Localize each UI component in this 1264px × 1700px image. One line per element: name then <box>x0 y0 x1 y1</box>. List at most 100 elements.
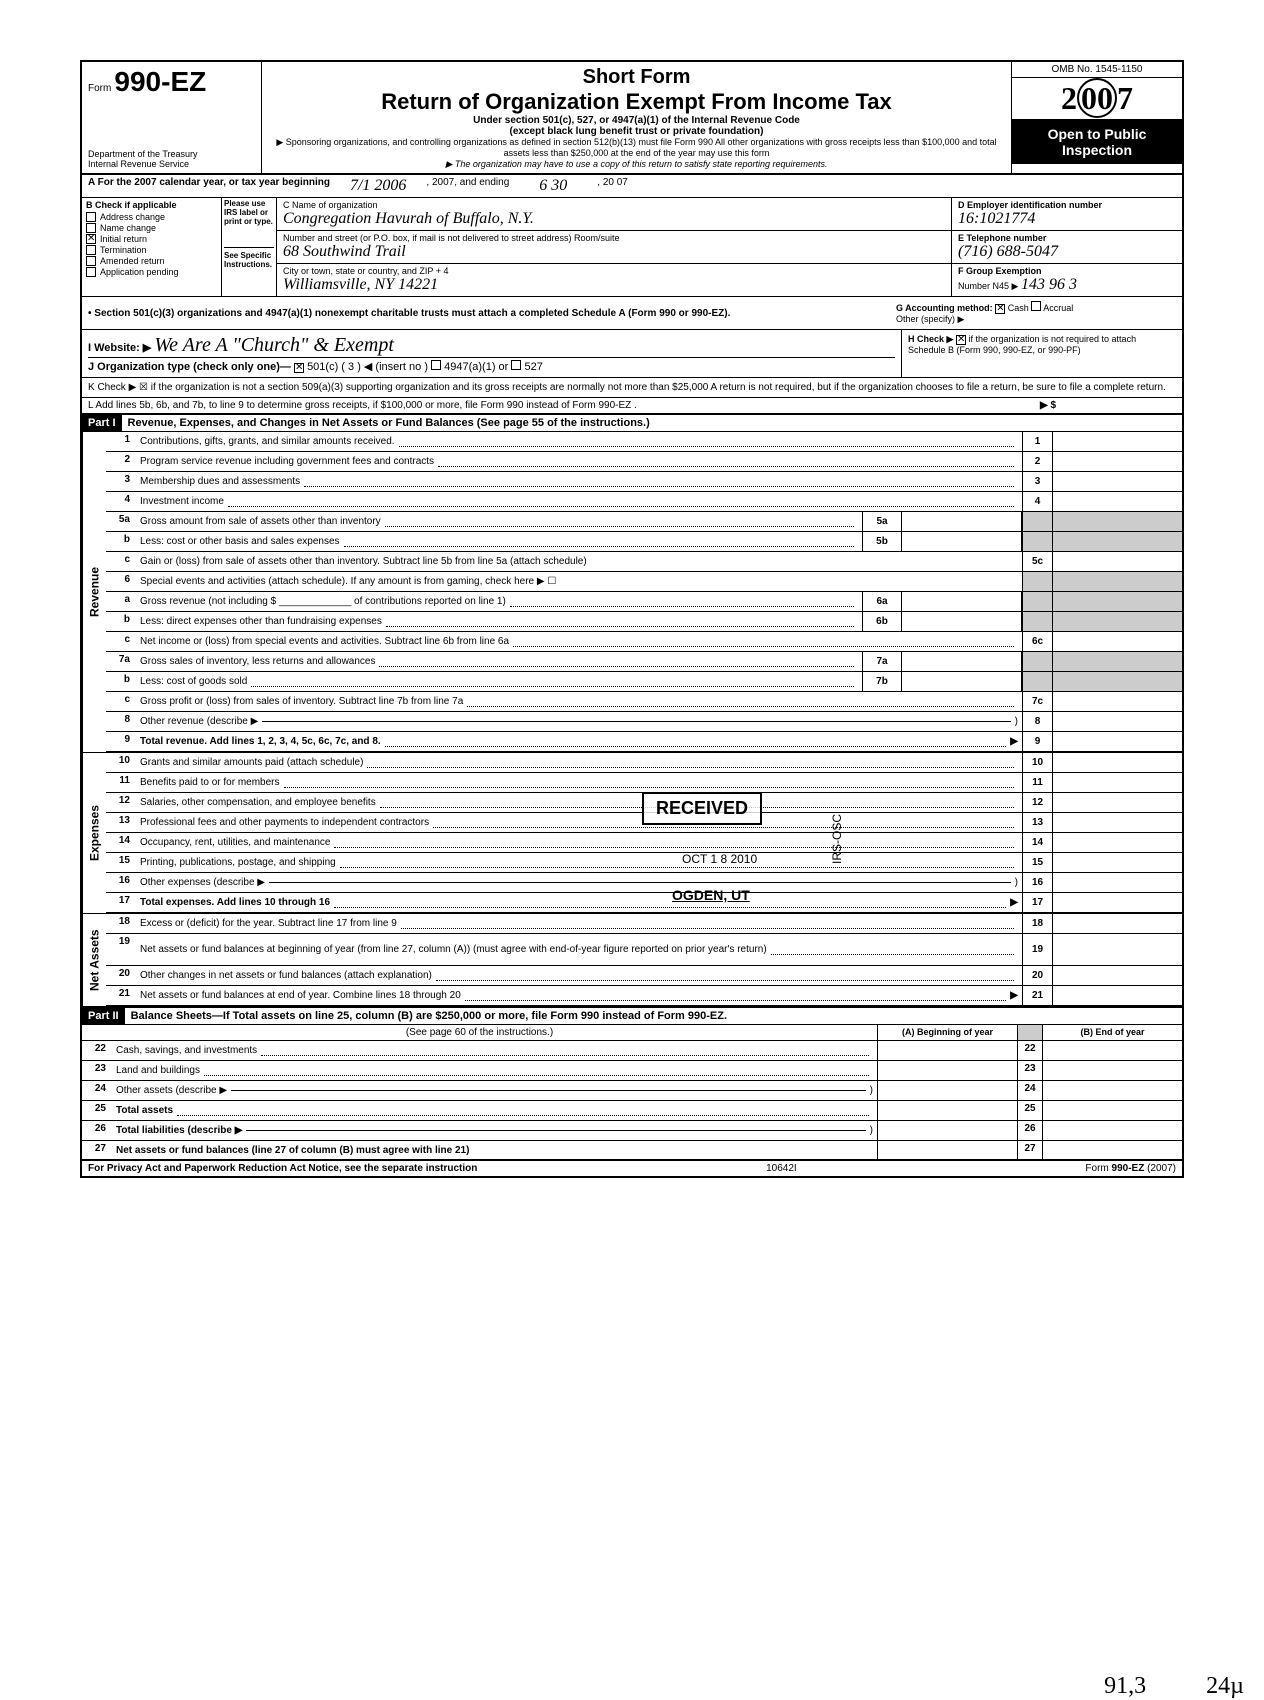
checkbox-accrual[interactable] <box>1031 301 1041 311</box>
line10-input[interactable] <box>1052 753 1182 772</box>
line1-input[interactable] <box>1052 432 1182 451</box>
line17-input[interactable] <box>1052 893 1182 912</box>
section-bcdef: B Check if applicable Address change Nam… <box>82 198 1182 297</box>
line14-input[interactable] <box>1052 833 1182 852</box>
gross-receipts-input[interactable] <box>1056 400 1176 411</box>
checkbox-527[interactable] <box>511 360 521 370</box>
line6b-input[interactable] <box>902 612 1022 631</box>
line12-input[interactable] <box>1052 793 1182 812</box>
note2: ▶ The organization may have to use a cop… <box>270 159 1003 170</box>
city-input[interactable]: Williamsville, NY 14221 <box>283 276 945 294</box>
open-public: Open to Public Inspection <box>1012 120 1182 164</box>
line25a-input[interactable] <box>877 1101 1017 1120</box>
line6a-input[interactable] <box>902 592 1022 611</box>
group-exemption-input[interactable]: 143 96 3 <box>1021 276 1077 293</box>
dept-treasury: Department of the Treasury Internal Reve… <box>88 150 255 170</box>
line19-input[interactable] <box>1052 934 1182 965</box>
line8-input[interactable] <box>1052 712 1182 731</box>
line7b-input[interactable] <box>902 672 1022 691</box>
line22b-input[interactable] <box>1042 1041 1182 1060</box>
year-begin-input[interactable]: 7/1 2006 <box>350 177 406 195</box>
form-footer: For Privacy Act and Paperwork Reduction … <box>82 1161 1182 1176</box>
line18-input[interactable] <box>1052 914 1182 933</box>
line15-input[interactable] <box>1052 853 1182 872</box>
title-short: Short Form <box>270 66 1003 89</box>
checkbox-501c[interactable] <box>294 363 304 373</box>
line11-input[interactable] <box>1052 773 1182 792</box>
part2-header: Part II Balance Sheets—If Total assets o… <box>82 1006 1182 1025</box>
checkbox-pending[interactable] <box>86 267 96 277</box>
title-main: Return of Organization Exempt From Incom… <box>270 89 1003 115</box>
revenue-section: Revenue 1Contributions, gifts, grants, a… <box>82 432 1182 752</box>
row-l: L Add lines 5b, 6b, and 7b, to line 9 to… <box>82 398 1182 415</box>
header-left: Form 990-EZ Department of the Treasury I… <box>82 62 262 173</box>
line26a-input[interactable] <box>877 1121 1017 1140</box>
line26b-input[interactable] <box>1042 1121 1182 1140</box>
expenses-label: Expenses <box>82 753 106 913</box>
line4-input[interactable] <box>1052 492 1182 511</box>
website-input[interactable]: We Are A "Church" & Exempt <box>154 334 394 356</box>
col-b-checkboxes: B Check if applicable Address change Nam… <box>82 198 222 296</box>
subtitle: Under section 501(c), 527, or 4947(a)(1)… <box>270 115 1003 126</box>
header-right: OMB No. 1545-1150 2007 Open to Public In… <box>1012 62 1182 173</box>
line16-input[interactable] <box>1052 873 1182 892</box>
expenses-section: Expenses 10Grants and similar amounts pa… <box>82 752 1182 913</box>
checkbox-termination[interactable] <box>86 245 96 255</box>
col-instructions: Please use IRS label or print or type. S… <box>222 198 277 296</box>
line22a-input[interactable] <box>877 1041 1017 1060</box>
line24b-input[interactable] <box>1042 1081 1182 1100</box>
form-number: 990-EZ <box>114 66 206 97</box>
line3-input[interactable] <box>1052 472 1182 491</box>
col-c-org-info: C Name of organization Congregation Havu… <box>277 198 952 296</box>
line7a-input[interactable] <box>902 652 1022 671</box>
tax-year: 2007 <box>1012 78 1182 120</box>
net-assets-label: Net Assets <box>82 914 106 1006</box>
ein-input[interactable]: 16:1021774 <box>958 210 1176 228</box>
checkbox-address-change[interactable] <box>86 212 96 222</box>
line7c-input[interactable] <box>1052 692 1182 711</box>
stamp-irs: IRS-OSC <box>830 814 844 864</box>
line25b-input[interactable] <box>1042 1101 1182 1120</box>
row-a-tax-year: A For the 2007 calendar year, or tax yea… <box>82 175 1182 198</box>
line6c-input[interactable] <box>1052 632 1182 651</box>
note1: ▶ Sponsoring organizations, and controll… <box>270 137 1003 159</box>
line27b-input[interactable] <box>1042 1141 1182 1159</box>
line5a-input[interactable] <box>902 512 1022 531</box>
checkbox-h[interactable] <box>956 335 966 345</box>
year-end-input[interactable]: 6 30 <box>539 177 567 195</box>
line23b-input[interactable] <box>1042 1061 1182 1080</box>
line20-input[interactable] <box>1052 966 1182 985</box>
checkbox-4947[interactable] <box>431 360 441 370</box>
line5b-input[interactable] <box>902 532 1022 551</box>
line13-input[interactable] <box>1052 813 1182 832</box>
checkbox-cash[interactable] <box>995 304 1005 314</box>
phone-input[interactable]: (716) 688-5047 <box>958 243 1176 261</box>
line24a-input[interactable] <box>877 1081 1017 1100</box>
line2-input[interactable] <box>1052 452 1182 471</box>
handwritten-bottom: 91,3 24µ <box>1104 1673 1244 1700</box>
header-center: Short Form Return of Organization Exempt… <box>262 62 1012 173</box>
col-def: D Employer identification number 16:1021… <box>952 198 1182 296</box>
stamp-ogden: OGDEN, UT <box>672 887 750 903</box>
subtitle2: (except black lung benefit trust or priv… <box>270 126 1003 137</box>
net-assets-section: Net Assets 18Excess or (deficit) for the… <box>82 913 1182 1006</box>
line9-input[interactable] <box>1052 732 1182 751</box>
line5c-input[interactable] <box>1052 552 1182 571</box>
line27a-input[interactable] <box>877 1141 1017 1159</box>
checkbox-initial-return[interactable] <box>86 234 96 244</box>
row-website: I Website: ▶ We Are A "Church" & Exempt … <box>82 330 1182 378</box>
form-990ez: Form 990-EZ Department of the Treasury I… <box>80 60 1184 1178</box>
balance-header: (See page 60 of the instructions.) (A) B… <box>82 1025 1182 1041</box>
org-name-input[interactable]: Congregation Havurah of Buffalo, N.Y. <box>283 210 945 228</box>
checkbox-name-change[interactable] <box>86 223 96 233</box>
stamp-received: RECEIVED <box>642 792 762 825</box>
line23a-input[interactable] <box>877 1061 1017 1080</box>
section-501c3-note: • Section 501(c)(3) organizations and 49… <box>82 297 1182 330</box>
checkbox-amended[interactable] <box>86 256 96 266</box>
line21-input[interactable] <box>1052 986 1182 1005</box>
stamp-date: OCT 1 8 2010 <box>682 852 757 866</box>
address-input[interactable]: 68 Southwind Trail <box>283 243 945 261</box>
omb-number: OMB No. 1545-1150 <box>1012 62 1182 78</box>
form-label: Form <box>88 83 111 94</box>
revenue-label: Revenue <box>82 432 106 752</box>
